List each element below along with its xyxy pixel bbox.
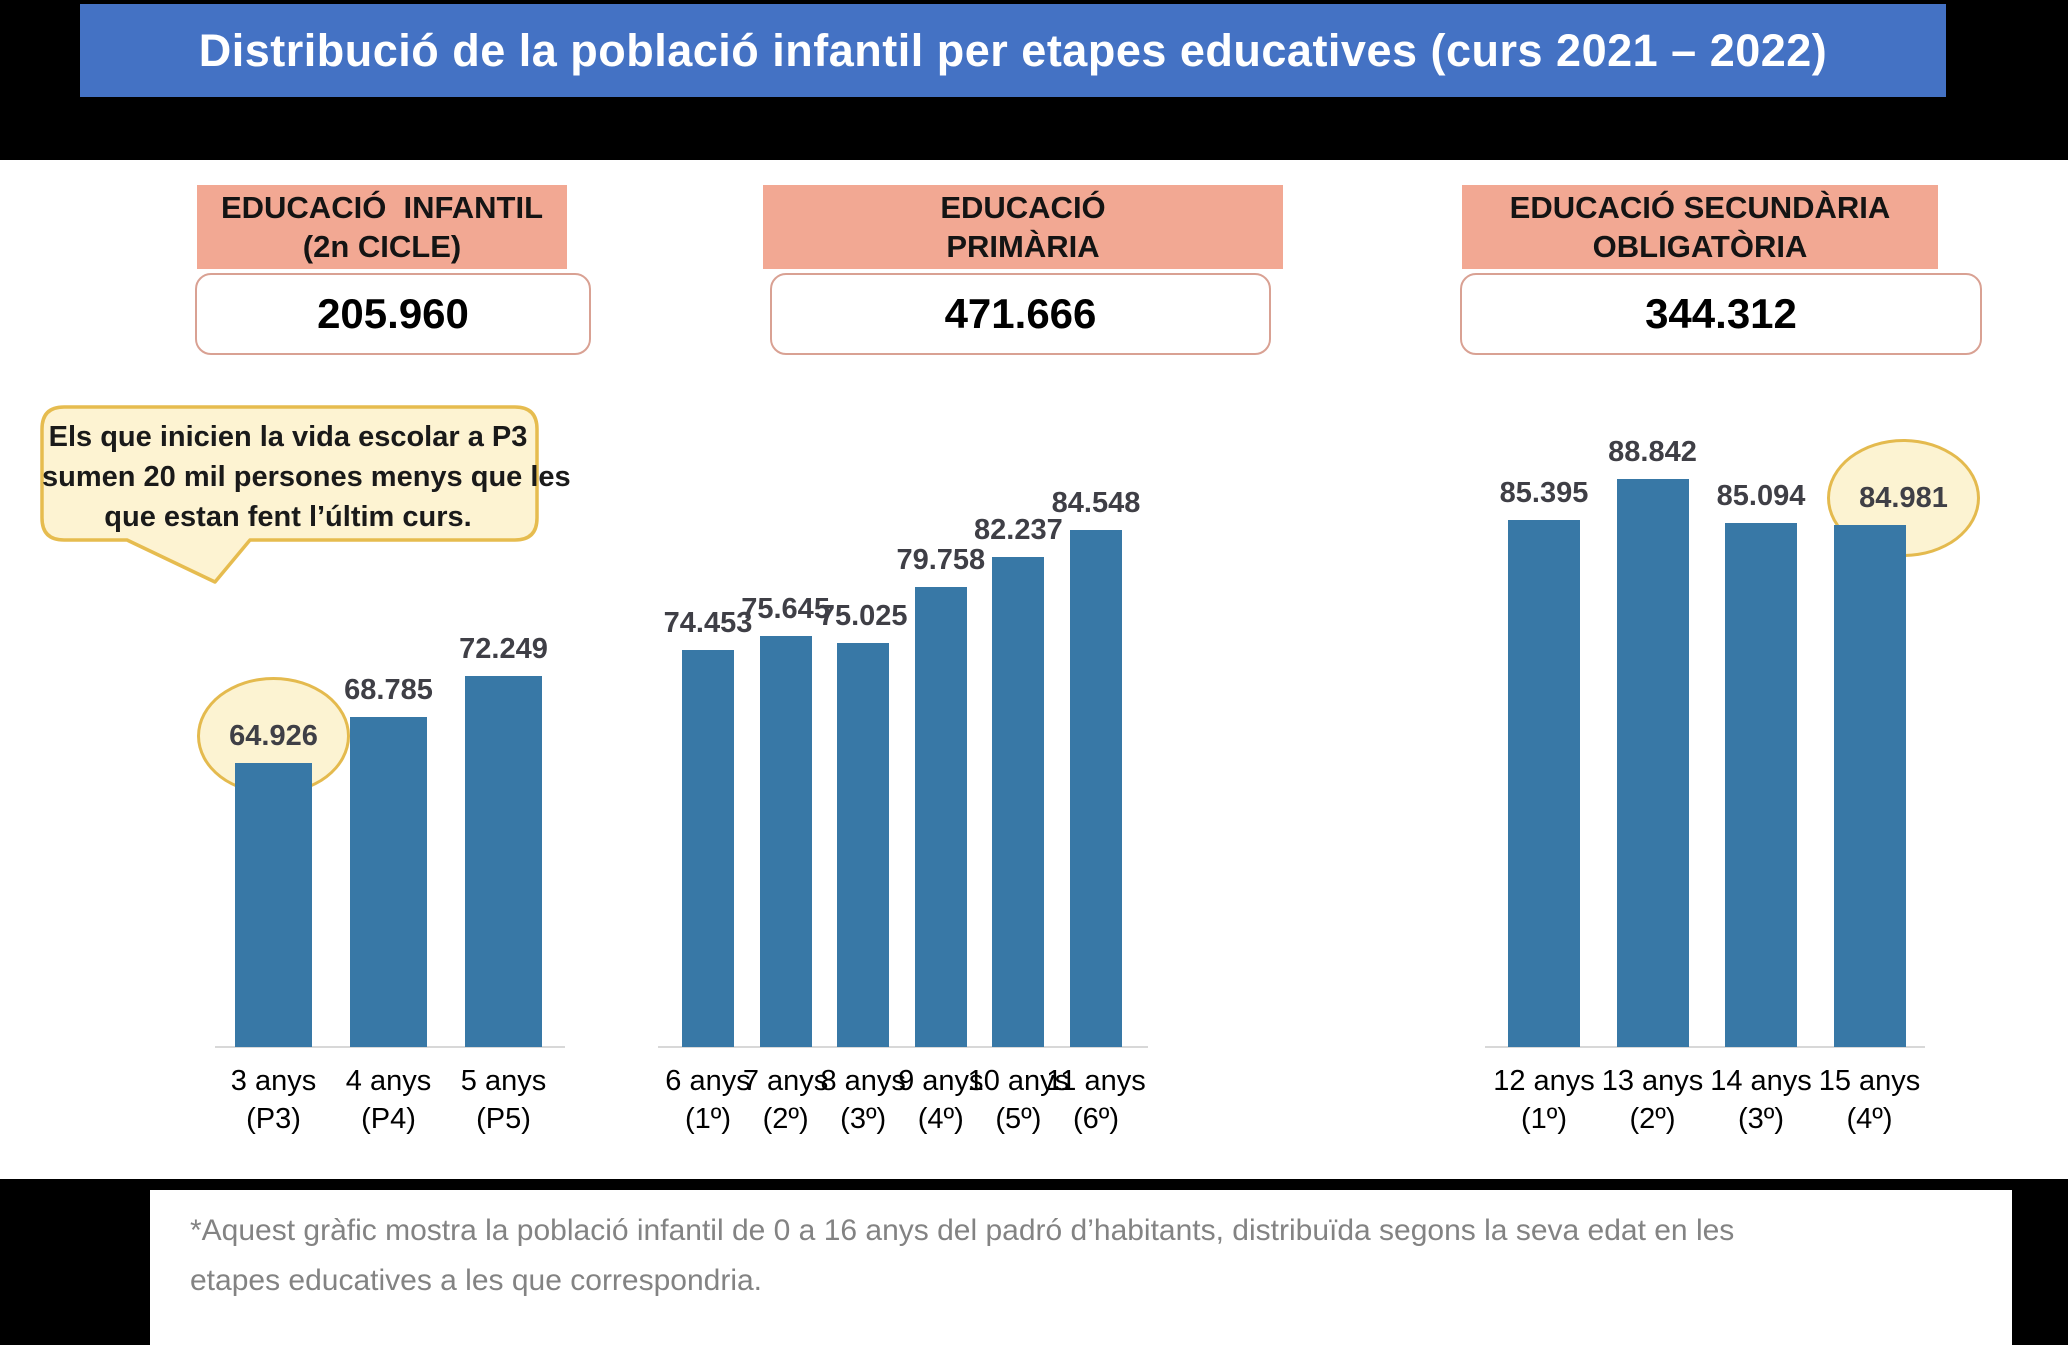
bar-5-anys bbox=[465, 675, 542, 1047]
bar-category-label: 6 anys (1º) bbox=[665, 1065, 751, 1135]
bar-12-anys bbox=[1508, 519, 1580, 1047]
stage-total-value: 471.666 bbox=[944, 290, 1097, 337]
bar-9-anys bbox=[914, 586, 967, 1047]
footnote-box: *Aquest gràfic mostra la població infant… bbox=[150, 1190, 2012, 1345]
bar-category-label: 5 anys (P5) bbox=[460, 1065, 547, 1135]
bar-11-anys bbox=[1070, 529, 1122, 1047]
bar-value-label: 75.645 bbox=[741, 592, 830, 625]
stage-total-value: 205.960 bbox=[317, 290, 469, 337]
page-title: Distribució de la població infantil per … bbox=[198, 24, 1828, 76]
bar-value-label: 64.926 bbox=[229, 719, 318, 752]
bar-category-label: 4 anys (P4) bbox=[345, 1065, 432, 1135]
stage-total-value: 344.312 bbox=[1645, 290, 1797, 337]
footnote-line: *Aquest gràfic mostra la població infant… bbox=[190, 1214, 1735, 1247]
stage-header-label: EDUCACIÓ bbox=[940, 190, 1106, 225]
axis-line-infantil bbox=[215, 1046, 565, 1048]
stage-header-label: OBLIGATÒRIA bbox=[1592, 229, 1808, 264]
bar-value-label: 79.758 bbox=[896, 543, 986, 576]
bar-value-label: 68.785 bbox=[344, 674, 433, 706]
bar-category-label: 3 anys (P3) bbox=[230, 1065, 317, 1135]
stage-total-infantil: 205.960 bbox=[195, 273, 591, 355]
bar-category-label: 15 anys (4º) bbox=[1818, 1065, 1921, 1135]
footnote: *Aquest gràfic mostra la població infant… bbox=[190, 1206, 2012, 1306]
bar-6-anys bbox=[682, 649, 734, 1047]
callout-line: que estan fent l’últim curs. bbox=[104, 501, 472, 533]
stage-total-primaria: 471.666 bbox=[770, 273, 1271, 355]
bar-13-anys bbox=[1616, 478, 1689, 1047]
stage-header-label: EDUCACIÓ INFANTIL bbox=[220, 190, 544, 225]
callout-line: Els que inicien la vida escolar a P3 bbox=[48, 421, 528, 453]
bar-14-anys bbox=[1725, 523, 1797, 1047]
callout-line: sumen 20 mil persones menys que les bbox=[42, 461, 571, 493]
bar-value-label: 85.395 bbox=[1499, 476, 1589, 509]
bar-category-label: 13 anys (2º) bbox=[1601, 1065, 1704, 1135]
bar-category-label: 11 anys (6º) bbox=[1046, 1065, 1146, 1135]
footnote-line: etapes educatives a les que correspondri… bbox=[190, 1264, 763, 1297]
bar-category-label: 10 anys (5º) bbox=[967, 1065, 1070, 1135]
bar-category-label: 9 anys (4º) bbox=[898, 1065, 984, 1135]
stage-header-secundaria: EDUCACIÓ SECUNDÀRIA OBLIGATÒRIA bbox=[1462, 185, 1938, 269]
bar-value-label: 75.025 bbox=[818, 599, 908, 632]
bar-8-anys bbox=[837, 642, 890, 1047]
stage-header-infantil: EDUCACIÓ INFANTIL (2n CICLE) bbox=[197, 185, 567, 269]
bar-value-label: 85.094 bbox=[1716, 480, 1806, 513]
stage-header-primaria: EDUCACIÓ PRIMÀRIA bbox=[763, 185, 1283, 269]
bar-value-label: 82.237 bbox=[974, 514, 1063, 547]
bar-value-label: 84.981 bbox=[1859, 481, 1948, 514]
stage-header-label: EDUCACIÓ SECUNDÀRIA bbox=[1509, 190, 1891, 225]
bar-3-anys bbox=[235, 762, 312, 1047]
bar-10-anys bbox=[992, 557, 1045, 1047]
bar-value-label: 72.249 bbox=[459, 632, 548, 665]
bar-value-label: 88.842 bbox=[1608, 435, 1697, 468]
bar-category-label: 14 anys (3º) bbox=[1710, 1065, 1812, 1135]
bar-category-label: 7 anys (2º) bbox=[742, 1065, 829, 1135]
title-bar: Distribució de la població infantil per … bbox=[80, 4, 1946, 97]
stage-header-label: PRIMÀRIA bbox=[946, 229, 1100, 264]
callout-bubble-shape bbox=[40, 405, 539, 584]
bar-category-label: 12 anys (1º) bbox=[1493, 1065, 1595, 1135]
callout-text: Els que inicien la vida escolar a P3 sum… bbox=[42, 417, 571, 537]
bar-7-anys bbox=[759, 635, 812, 1047]
bar-category-label: 8 anys (3º) bbox=[820, 1065, 906, 1135]
bar-value-label: 74.453 bbox=[663, 606, 753, 639]
axis-line-secundaria bbox=[1485, 1046, 1925, 1048]
stage-header-label: (2n CICLE) bbox=[302, 229, 462, 264]
axis-line-primaria bbox=[658, 1046, 1148, 1048]
bar-15-anys bbox=[1833, 524, 1906, 1047]
bar-value-label: 84.548 bbox=[1051, 486, 1141, 519]
bar-4-anys bbox=[350, 717, 427, 1047]
stage-total-secundaria: 344.312 bbox=[1460, 273, 1982, 355]
